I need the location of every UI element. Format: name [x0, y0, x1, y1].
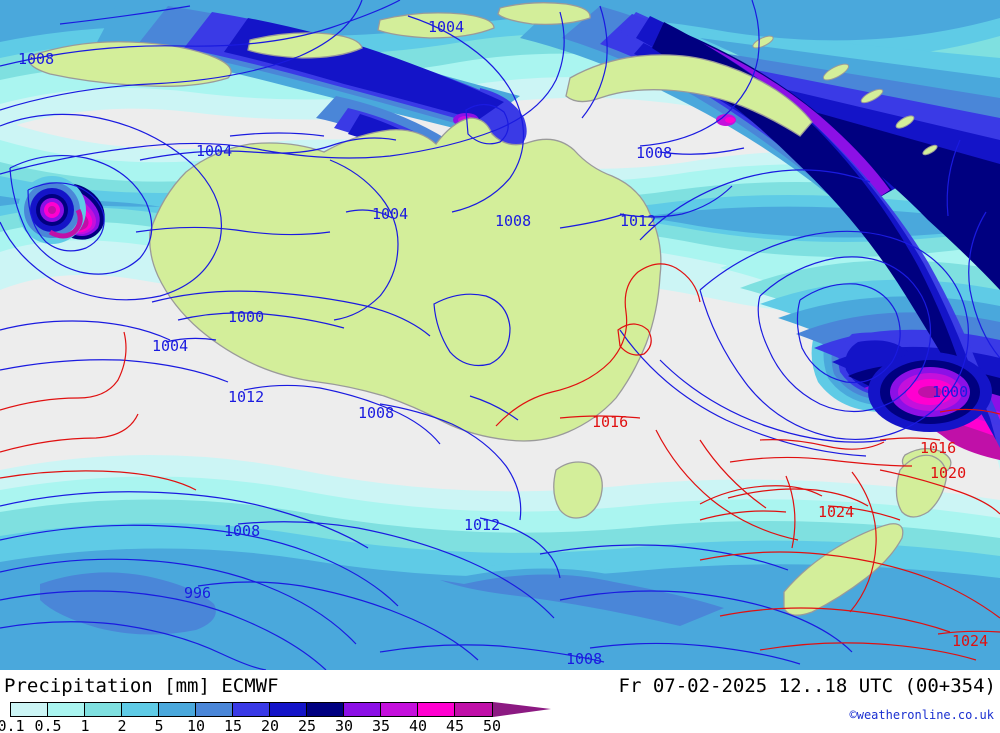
legend-tick: 40 [408, 717, 428, 733]
legend-swatch[interactable] [48, 703, 85, 716]
legend-tick: 45 [445, 717, 465, 733]
isobar-label: 1008 [224, 522, 261, 540]
land-indonesia [28, 2, 591, 87]
isobar-label: 1004 [428, 18, 465, 36]
map-canvas [0, 0, 1000, 670]
isobar-label: 1004 [196, 142, 233, 160]
page-title: Precipitation [mm] ECMWF [4, 675, 279, 697]
land-pacific-islands [752, 35, 938, 156]
isobar-label: 1012 [228, 388, 265, 406]
legend-tick: 2 [117, 717, 127, 733]
legend-color-bar[interactable] [10, 702, 493, 717]
legend-tick: 0.1 [0, 717, 25, 733]
precipitation-legend[interactable]: 0.1 0.5 1 2 5 10 15 20 25 30 35 40 45 50 [0, 702, 570, 733]
isobar-label: 1008 [566, 650, 603, 668]
isobar-label: 1012 [620, 212, 657, 230]
legend-swatch[interactable] [11, 703, 48, 716]
isobar-label: 1008 [495, 212, 532, 230]
isobar-label: 1008 [18, 50, 55, 68]
legend-tick: 5 [154, 717, 164, 733]
legend-tick: 25 [297, 717, 317, 733]
legend-swatch[interactable] [418, 703, 455, 716]
isobar-label: 1004 [152, 337, 189, 355]
legend-tick: 1 [80, 717, 90, 733]
legend-tick: 30 [334, 717, 354, 733]
isobar-label: 1008 [636, 144, 673, 162]
isobar-contours [0, 0, 1000, 670]
land-nz-south [783, 523, 904, 616]
legend-swatch[interactable] [196, 703, 233, 716]
cyclone-east [868, 352, 992, 432]
precipitation-map[interactable]: 1008 1004 1004 1004 1008 1008 1012 1000 1004 1012… [0, 0, 1000, 670]
land-nz-north [895, 454, 947, 518]
isobar-label: 1016 [920, 439, 957, 457]
legend-swatch[interactable] [455, 703, 492, 716]
forecast-timestamp: Fr 07-02-2025 12..18 UTC (00+354) [618, 675, 997, 697]
legend-tick: 10 [186, 717, 206, 733]
isobars-high [0, 263, 1000, 661]
legend-overflow-arrow [493, 702, 551, 717]
legend-tick: 35 [371, 717, 391, 733]
legend-tick: 15 [223, 717, 243, 733]
legend-swatch[interactable] [233, 703, 270, 716]
legend-swatch[interactable] [85, 703, 122, 716]
isobar-label: 1004 [372, 205, 409, 223]
isobars-low [0, 0, 1000, 670]
isobar-label: 1016 [592, 413, 629, 431]
land-tasmania [553, 461, 603, 519]
isobar-label: 1024 [952, 632, 989, 650]
isobar-label: 1008 [358, 404, 395, 422]
isobar-label: 1000 [228, 308, 265, 326]
legend-swatch[interactable] [307, 703, 344, 716]
legend-tick-labels: 0.1 0.5 1 2 5 10 15 20 25 30 35 40 45 50 [0, 717, 501, 733]
legend-swatch[interactable] [381, 703, 418, 716]
legend-swatch[interactable] [122, 703, 159, 716]
legend-swatch[interactable] [159, 703, 196, 716]
legend-tick: 0.5 [34, 717, 62, 733]
isobar-label: 996 [184, 584, 212, 602]
legend-swatch[interactable] [344, 703, 381, 716]
isobar-label: 1000 [932, 383, 969, 401]
isobar-label: 1012 [464, 516, 501, 534]
legend-tick: 20 [260, 717, 280, 733]
land-australia [149, 117, 662, 442]
copyright-notice: ©weatheronline.co.uk [849, 708, 995, 722]
landmasses [28, 2, 952, 616]
land-new-guinea [565, 54, 813, 137]
isobar-label: 1020 [930, 464, 967, 482]
footer-bar: Precipitation [mm] ECMWF Fr 07-02-2025 1… [0, 670, 1000, 733]
legend-swatch[interactable] [270, 703, 307, 716]
isobar-label: 1024 [818, 503, 855, 521]
legend-tick: 50 [482, 717, 502, 733]
